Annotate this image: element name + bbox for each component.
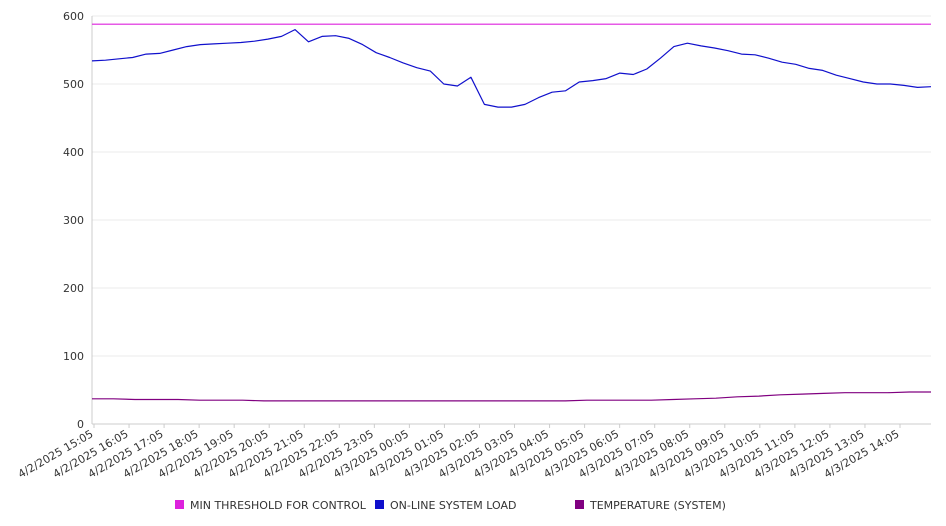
x-axis-ticks: 4/2/2025 15:054/2/2025 16:054/2/2025 17:… (16, 424, 902, 481)
legend-label-1: ON-LINE SYSTEM LOAD (390, 499, 516, 512)
y-tick-label: 500 (63, 78, 84, 91)
y-tick-label: 600 (63, 10, 84, 23)
legend-swatch-0 (175, 500, 184, 509)
y-tick-label: 300 (63, 214, 84, 227)
legend-swatch-1 (375, 500, 384, 509)
y-tick-label: 400 (63, 146, 84, 159)
series-line-1 (91, 29, 932, 108)
legend-swatch-2 (575, 500, 584, 509)
legend-label-2: TEMPERATURE (SYSTEM) (589, 499, 726, 512)
grid-lines (92, 15, 931, 357)
axes (91, 16, 931, 425)
legend-label-0: MIN THRESHOLD FOR CONTROL (190, 499, 367, 512)
y-tick-label: 100 (63, 350, 84, 363)
y-tick-label: 200 (63, 282, 84, 295)
y-axis-ticks: 0 100 200 300 400 500 600 (63, 10, 84, 431)
series-line-2 (92, 391, 931, 402)
y-tick-label: 0 (77, 418, 84, 431)
legend: MIN THRESHOLD FOR CONTROL ON-LINE SYSTEM … (175, 499, 726, 512)
series-lines (91, 23, 932, 402)
